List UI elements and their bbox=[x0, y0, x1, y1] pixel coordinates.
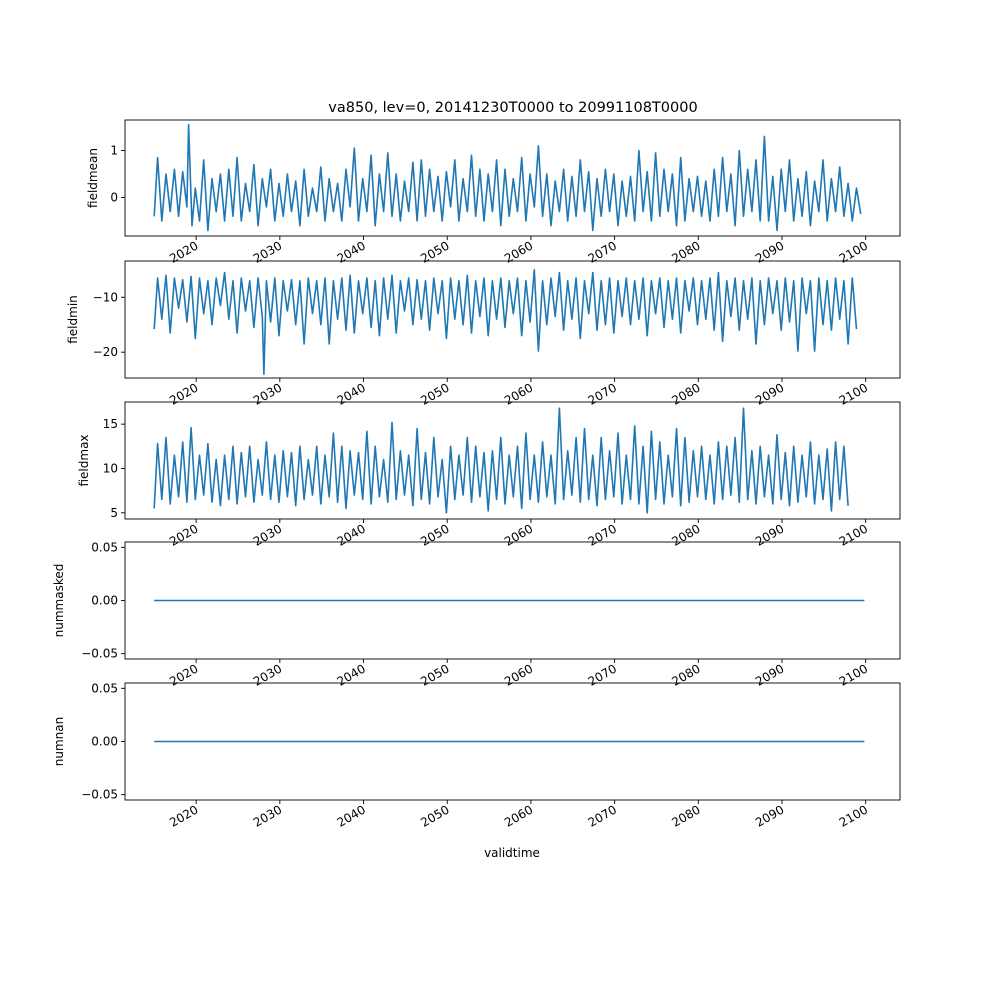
x-tick-label: 2020 bbox=[167, 521, 200, 548]
x-tick-label: 2030 bbox=[251, 802, 284, 829]
y-tick-label: 0.00 bbox=[91, 735, 118, 749]
x-tick-label: 2100 bbox=[837, 238, 870, 265]
y-axis-label: fieldmean bbox=[86, 148, 100, 208]
x-tick-label: 2100 bbox=[837, 802, 870, 829]
axes-frame bbox=[124, 401, 901, 520]
x-tick-label: 2040 bbox=[335, 238, 368, 265]
x-tick-label: 2070 bbox=[586, 380, 619, 407]
x-tick-label: 2040 bbox=[335, 521, 368, 548]
y-tick-label: 0.05 bbox=[91, 681, 118, 695]
axes-frame bbox=[124, 260, 901, 379]
y-tick-label: −20 bbox=[93, 345, 118, 359]
panel-fieldmax: 15 10 5 fieldmax 2020 2030 2040 2050 2060 2070 208… bbox=[77, 401, 901, 549]
x-tick-label: 2090 bbox=[753, 380, 786, 407]
x-tick-label: 2060 bbox=[502, 802, 535, 829]
x-tick-label: 2060 bbox=[502, 661, 535, 688]
chart-title: va850, lev=0, 20141230T0000 to 20991108T… bbox=[328, 100, 697, 116]
y-axis-label: numnan bbox=[52, 717, 66, 766]
x-tick-label: 2080 bbox=[669, 802, 702, 829]
x-tick-label: 2080 bbox=[669, 380, 702, 407]
x-tick-label: 2100 bbox=[837, 380, 870, 407]
y-tick-label: −10 bbox=[93, 290, 118, 304]
x-tick-label: 2030 bbox=[251, 521, 284, 548]
y-axis-label: nummasked bbox=[52, 564, 66, 638]
x-tick-label: 2070 bbox=[586, 521, 619, 548]
series-line-fieldmean bbox=[153, 123, 862, 232]
x-tick-label: 2100 bbox=[837, 521, 870, 548]
x-axis-label: validtime bbox=[484, 846, 540, 860]
series-line-fieldmax bbox=[153, 407, 849, 514]
x-tick-label: 2020 bbox=[167, 238, 200, 265]
x-tick-label: 2050 bbox=[418, 521, 451, 548]
x-tick-label: 2020 bbox=[167, 802, 200, 829]
x-tick-label: 2030 bbox=[251, 238, 284, 265]
y-tick-label: −0.05 bbox=[81, 788, 118, 802]
x-tick-label: 2080 bbox=[669, 661, 702, 688]
y-tick-label: 0.00 bbox=[91, 594, 118, 608]
x-tick-label: 2090 bbox=[753, 521, 786, 548]
series-line-fieldmin bbox=[153, 268, 858, 376]
x-tick-label: 2020 bbox=[167, 380, 200, 407]
y-tick-label: 1 bbox=[110, 144, 118, 158]
x-tick-label: 2070 bbox=[586, 802, 619, 829]
x-tick-label: 2030 bbox=[251, 380, 284, 407]
x-tick-label: 2080 bbox=[669, 238, 702, 265]
panel-fieldmean: 1 0 fieldmean 2020 2030 2040 2050 2060 2070 2080 2… bbox=[86, 119, 901, 266]
x-tick-label: 2020 bbox=[167, 661, 200, 688]
x-tick-label: 2060 bbox=[502, 238, 535, 265]
x-tick-label: 2050 bbox=[418, 661, 451, 688]
x-tick-label: 2080 bbox=[669, 521, 702, 548]
x-tick-label: 2040 bbox=[335, 802, 368, 829]
y-axis-label: fieldmax bbox=[77, 434, 91, 486]
y-tick-label: 0.05 bbox=[91, 540, 118, 554]
x-tick-label: 2070 bbox=[586, 238, 619, 265]
x-tick-label: 2090 bbox=[753, 802, 786, 829]
y-tick-label: 5 bbox=[110, 506, 118, 520]
y-tick-label: 10 bbox=[103, 461, 118, 475]
x-tick-label: 2040 bbox=[335, 380, 368, 407]
panel-fieldmin: −10 −20 fieldmin 2020 2030 2040 2050 2060 2070 20… bbox=[66, 260, 901, 408]
y-tick-label: 15 bbox=[103, 417, 118, 431]
x-tick-label: 2100 bbox=[837, 661, 870, 688]
x-tick-label: 2090 bbox=[753, 661, 786, 688]
x-tick-label: 2060 bbox=[502, 380, 535, 407]
panel-nummasked: 0.05 0.00 −0.05 nummasked 2020 2030 2040 2050 20… bbox=[52, 540, 901, 689]
x-tick-label: 2050 bbox=[418, 238, 451, 265]
axes-frame bbox=[124, 119, 901, 237]
y-tick-label: −0.05 bbox=[81, 647, 118, 661]
x-tick-label: 2060 bbox=[502, 521, 535, 548]
x-tick-label: 2050 bbox=[418, 380, 451, 407]
y-tick-label: 0 bbox=[110, 190, 118, 204]
y-axis-label: fieldmin bbox=[66, 295, 80, 344]
x-tick-label: 2040 bbox=[335, 661, 368, 688]
x-tick-label: 2030 bbox=[251, 661, 284, 688]
x-tick-label: 2050 bbox=[418, 802, 451, 829]
panel-numnan: 0.05 0.00 −0.05 numnan 2020 2030 2040 2050 2060 2… bbox=[52, 681, 901, 830]
x-tick-label: 2090 bbox=[753, 238, 786, 265]
x-tick-label: 2070 bbox=[586, 661, 619, 688]
